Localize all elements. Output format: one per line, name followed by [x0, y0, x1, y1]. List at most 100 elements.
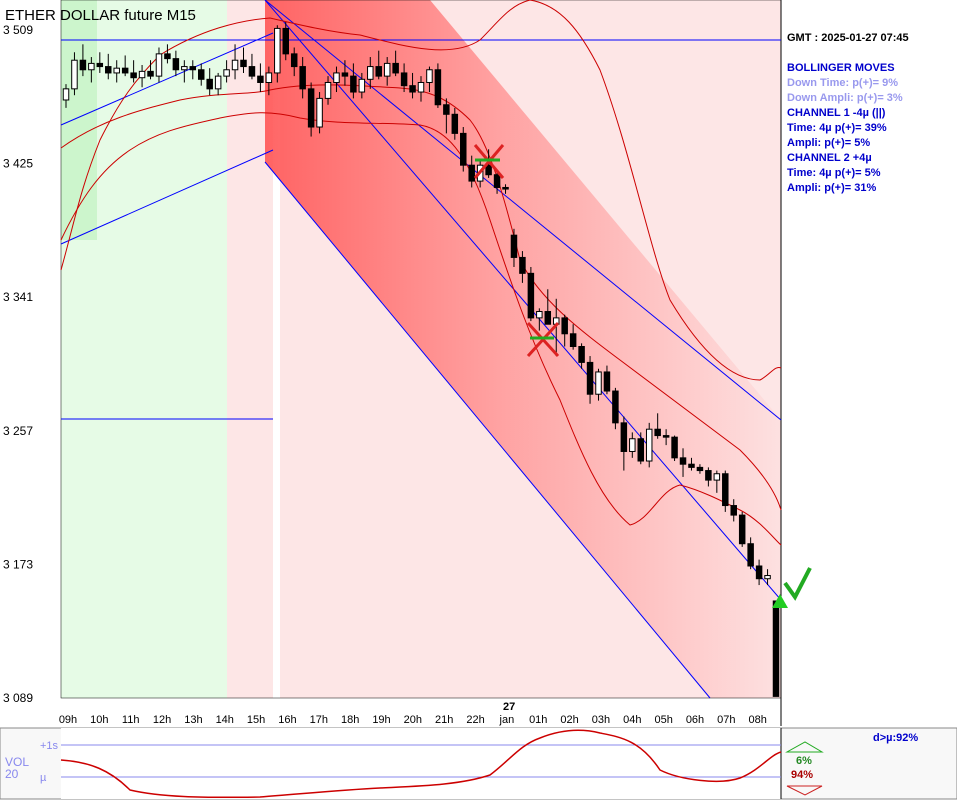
bollinger-title: BOLLINGER MOVES: [787, 62, 895, 74]
candlestick-series: [62, 22, 780, 697]
bollinger-upper: [60, 0, 782, 381]
y-tick-label: 3 089: [3, 691, 33, 705]
candle-down: [527, 272, 535, 319]
candle-down: [392, 62, 399, 74]
candle-down: [637, 438, 645, 462]
candle-up: [214, 75, 222, 90]
candle-up: [138, 70, 146, 79]
probability-label: d>µ:92%: [873, 732, 918, 744]
candle-up: [88, 62, 95, 71]
candle-up: [333, 72, 340, 83]
candle-up: [764, 575, 771, 580]
candle-down: [400, 72, 408, 87]
candle-down: [747, 543, 754, 567]
ch2-time-label: Time: 4µ p(+)= 5%: [787, 167, 881, 179]
channel2-label: CHANNEL 2 +4µ: [787, 152, 872, 164]
candle-up: [62, 88, 70, 101]
candle-down: [307, 88, 315, 128]
vol-period-label: 20: [5, 767, 19, 781]
candle-up: [155, 53, 163, 77]
candle-up: [265, 72, 273, 83]
checkmark-icon: [783, 567, 812, 601]
candle-down: [172, 58, 180, 71]
candle-up: [629, 438, 636, 452]
x-tick-label: 06h: [686, 714, 704, 726]
y-tick-label: 3 425: [3, 157, 33, 171]
candle-down: [468, 164, 475, 182]
y-axis-labels: 3 509 3 425 3 341 3 257 3 173 3 089: [3, 23, 33, 705]
candle-down: [502, 186, 509, 190]
x-tick-label: 14h: [216, 714, 234, 726]
y-tick-label: 3 341: [3, 290, 33, 304]
up-channel-bottom: [60, 149, 274, 245]
x-tick-label: 11h: [122, 714, 140, 726]
candle-down: [79, 59, 87, 71]
x-axis-labels: 09h 10h 11h 12h 13h 14h 15h 16h 17h 18h 19h 20h 21h 2…: [59, 714, 767, 726]
candle-down: [443, 104, 450, 115]
vol-plus1s-label: +1s: [40, 740, 59, 752]
candle-down: [738, 514, 746, 545]
x-tick-label: 10h: [90, 714, 108, 726]
candle-up: [223, 69, 230, 77]
candle-down: [197, 69, 205, 80]
candle-up: [367, 66, 374, 80]
date-label: 27: [503, 701, 515, 713]
x-tick-label: 03h: [592, 714, 610, 726]
candle-up: [536, 311, 543, 319]
ch2-ampli-label: Ampli: p(+)= 31%: [787, 182, 876, 194]
candle-up: [316, 97, 323, 128]
candle-up: [231, 59, 239, 71]
candle-down: [519, 256, 526, 274]
x-tick-label: 18h: [341, 714, 359, 726]
candle-down: [434, 69, 442, 106]
candle-up: [645, 428, 653, 462]
candle-up: [595, 371, 602, 395]
volume-plot-bg: [61, 728, 781, 799]
candle-down: [451, 113, 459, 134]
candle-down: [121, 67, 129, 74]
candle-down: [189, 66, 197, 71]
candle-up: [113, 67, 120, 74]
x-tick-label: 17h: [310, 714, 328, 726]
ch1-ampli-label: Ampli: p(+)= 5%: [787, 137, 870, 149]
candle-down: [603, 371, 611, 392]
x-tick-label: 21h: [435, 714, 453, 726]
candle-up: [274, 27, 281, 74]
down-ampli-label: Down Ampli: p(+)= 3%: [787, 92, 903, 104]
x-tick-label: 05h: [654, 714, 672, 726]
down-channel-fill: [265, 0, 781, 698]
volume-curve: [60, 729, 782, 799]
x-tick-label: 20h: [404, 714, 422, 726]
up-channel-top: [60, 32, 274, 126]
candle-down: [696, 466, 704, 472]
candle-down: [206, 78, 213, 90]
candle-down: [662, 435, 670, 438]
candle-down: [722, 473, 729, 507]
candle-down: [240, 59, 247, 68]
candle-up: [71, 59, 78, 90]
candle-down: [510, 234, 518, 258]
candle-down: [460, 132, 467, 166]
x-tick-label: jan: [499, 714, 515, 726]
candle-down: [409, 85, 416, 93]
x-tick-label: 22h: [466, 714, 484, 726]
candle-down: [130, 72, 137, 79]
candle-down: [248, 66, 256, 77]
candle-up: [181, 66, 188, 71]
info-panel: GMT : 2025-01-27 07:45 BOLLINGER MOVES D…: [787, 32, 909, 194]
up-percent: 6%: [796, 755, 812, 767]
candle-down: [544, 311, 552, 325]
candle-down: [612, 390, 619, 424]
bollinger-lower: [60, 112, 782, 546]
candle-down: [569, 333, 577, 348]
down-channel-mid: [264, 0, 782, 601]
candle-up: [324, 81, 332, 99]
candle-up: [713, 473, 721, 481]
candle-down: [493, 174, 501, 188]
candle-down: [375, 66, 382, 77]
chart-title: ETHER DOLLAR future M15: [5, 7, 196, 24]
candle-down: [257, 75, 264, 83]
candle-down: [299, 66, 306, 90]
candle-down: [485, 164, 492, 176]
